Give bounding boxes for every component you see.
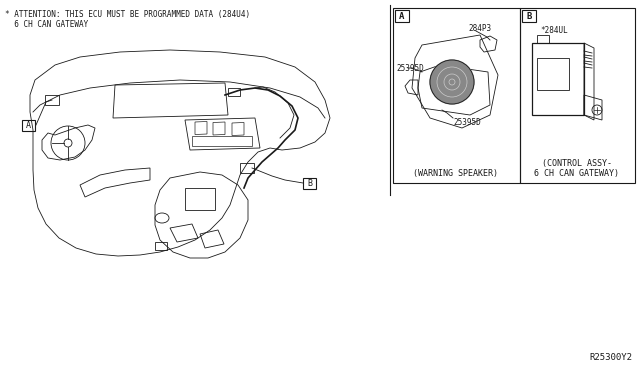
- Bar: [45, 95, 59, 105]
- Bar: [522, 10, 536, 22]
- Bar: [22, 120, 35, 131]
- Bar: [155, 242, 167, 250]
- Text: R25300Y2: R25300Y2: [589, 353, 632, 362]
- Bar: [192, 136, 252, 146]
- Bar: [240, 163, 254, 173]
- Text: B: B: [526, 12, 532, 20]
- Text: 6 CH CAN GATEWAY: 6 CH CAN GATEWAY: [5, 20, 88, 29]
- Text: 284P3: 284P3: [468, 23, 491, 32]
- Bar: [303, 178, 316, 189]
- Text: *284UL: *284UL: [540, 26, 568, 35]
- Bar: [395, 10, 409, 22]
- Text: A: A: [26, 121, 31, 130]
- Bar: [532, 43, 584, 115]
- Text: (WARNING SPEAKER): (WARNING SPEAKER): [413, 169, 499, 177]
- Bar: [537, 58, 569, 90]
- Text: 25395D: 25395D: [453, 118, 481, 126]
- Bar: [520, 8, 635, 183]
- Text: 25395D: 25395D: [396, 64, 424, 73]
- Bar: [393, 8, 520, 183]
- Text: 6 CH CAN GATEWAY): 6 CH CAN GATEWAY): [534, 169, 620, 177]
- Bar: [537, 35, 549, 43]
- Circle shape: [430, 60, 474, 104]
- Text: A: A: [399, 12, 404, 20]
- Text: * ATTENTION: THIS ECU MUST BE PROGRAMMED DATA (284U4): * ATTENTION: THIS ECU MUST BE PROGRAMMED…: [5, 10, 250, 19]
- Text: B: B: [307, 179, 312, 188]
- Bar: [228, 88, 240, 96]
- Bar: [185, 188, 215, 210]
- Text: (CONTROL ASSY-: (CONTROL ASSY-: [542, 158, 612, 167]
